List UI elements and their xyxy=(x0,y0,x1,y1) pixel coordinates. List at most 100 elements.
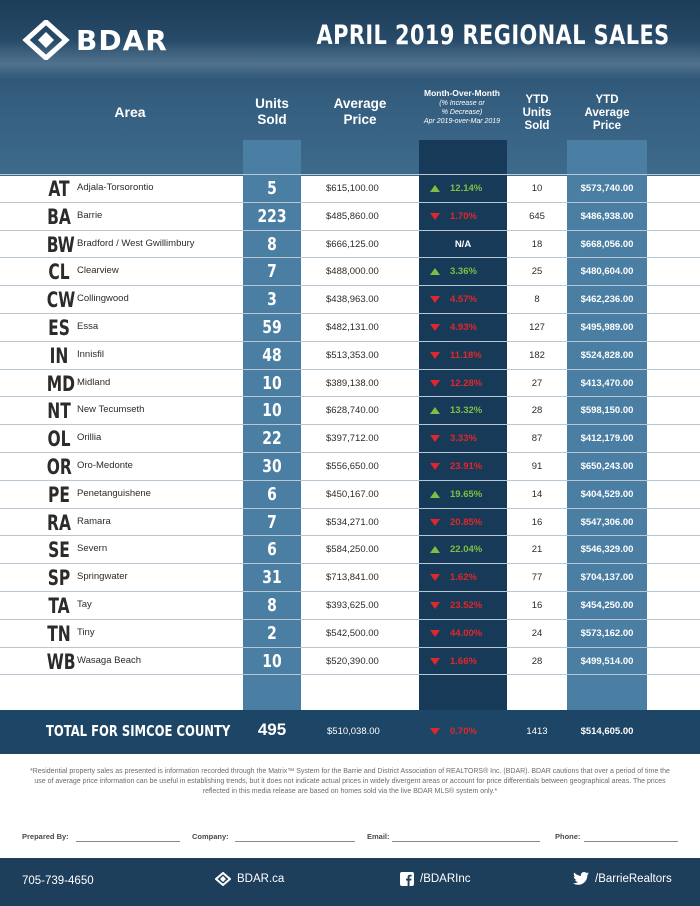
col-header-units-line2: Sold xyxy=(257,112,287,127)
totals-average-price: $510,038.00 xyxy=(327,726,380,737)
units-sold: 6 xyxy=(267,539,277,561)
units-sold: 10 xyxy=(262,400,282,422)
down-arrow-icon xyxy=(430,518,440,526)
phone-field[interactable] xyxy=(584,841,678,842)
row-divider xyxy=(0,285,700,287)
units-sold: 2 xyxy=(267,622,277,644)
month-over-month-cell: N/A xyxy=(419,231,507,258)
row-divider xyxy=(0,452,700,453)
area-code: TA xyxy=(48,594,70,618)
table-row: OR Oro-Medonte 30 $556,650.00 23.91% 91 $650,2… xyxy=(0,453,700,480)
row-divider xyxy=(0,563,700,565)
email-field[interactable] xyxy=(392,841,540,842)
col-header-ytd-average-price: YTD Average Price xyxy=(567,94,647,133)
footer-facebook[interactable]: /BDARInc xyxy=(400,872,471,886)
row-divider xyxy=(0,424,700,426)
units-sold: 8 xyxy=(267,595,277,616)
month-over-month-cell: 3.33% xyxy=(419,425,507,452)
month-over-month-change: 4.57% xyxy=(450,294,477,306)
month-over-month-cell: 23.91% xyxy=(419,453,507,480)
area-name: Tiny xyxy=(77,626,95,638)
footer-twitter[interactable]: /BarrieRealtors xyxy=(573,872,672,885)
area-code: TN xyxy=(47,621,71,646)
area-code: BA xyxy=(47,204,71,229)
average-price: $488,000.00 xyxy=(326,266,379,278)
average-price: $482,131.00 xyxy=(326,322,379,333)
ytd-average-price: $547,306.00 xyxy=(580,516,634,528)
twitter-icon xyxy=(573,872,589,885)
average-price: $485,860.00 xyxy=(326,210,379,222)
area-code: SE xyxy=(48,538,70,563)
month-over-month-change: 1.70% xyxy=(450,210,477,222)
ytd-average-price: $524,828.00 xyxy=(580,349,634,361)
company-label: Company: xyxy=(192,832,229,841)
month-over-month-change: 4.93% xyxy=(450,322,477,333)
average-price: $450,167.00 xyxy=(326,488,379,500)
down-arrow-icon xyxy=(430,324,440,331)
ytd-average-price: $486,938.00 xyxy=(580,210,634,222)
table-row: IN Innisfil 48 $513,353.00 11.18% 182 $524,828… xyxy=(0,342,700,369)
table-row: WB Wasaga Beach 10 $520,390.00 1.66% 28 $499,5… xyxy=(0,648,700,675)
month-over-month-cell: 3.36% xyxy=(419,258,507,285)
area-name: Orillia xyxy=(77,432,102,444)
down-arrow-icon xyxy=(430,602,440,609)
units-sold: 30 xyxy=(262,456,282,477)
month-over-month-change: 44.00% xyxy=(450,627,483,639)
average-price: $393,625.00 xyxy=(326,600,379,611)
down-arrow-icon xyxy=(430,379,440,387)
table-row: TA Tay 8 $393,625.00 23.52% 16 $454,250.00 xyxy=(0,592,700,619)
disclaimer-text: *Residential property sales as presented… xyxy=(30,768,670,795)
col-header-units-line1: Units xyxy=(255,96,289,111)
footer-website[interactable]: BDAR.ca xyxy=(215,872,284,886)
table-row: BA Barrie 223 $485,860.00 1.70% 645 $486,938.0… xyxy=(0,203,700,230)
month-over-month-cell: 19.65% xyxy=(419,481,507,508)
footer-facebook-text: /BDARInc xyxy=(420,873,471,885)
area-code: IN xyxy=(49,343,69,368)
month-over-month-change: 13.32% xyxy=(450,405,483,417)
average-price: $556,650.00 xyxy=(326,461,379,472)
area-code: MD xyxy=(46,371,75,396)
row-divider xyxy=(0,257,700,259)
month-over-month-cell: 23.52% xyxy=(419,592,507,619)
col-header-area: Area xyxy=(114,104,146,120)
average-price: $615,100.00 xyxy=(326,183,379,194)
footer: 705-739-4650 BDAR.ca /BDARInc /BarrieRea… xyxy=(0,858,700,906)
area-code: ES xyxy=(48,316,70,340)
area-code: OL xyxy=(47,427,71,452)
month-over-month-change: 12.14% xyxy=(450,183,483,194)
brand-name: BDAR xyxy=(76,23,168,57)
col-header-mom-sub3: Apr 2019-over-Mar 2019 xyxy=(423,118,501,125)
table-row: AT Adjala-Torsorontio 5 $615,100.00 12.14% 10… xyxy=(0,175,700,202)
ytd-average-price: $413,470.00 xyxy=(580,377,634,389)
ytd-average-price: $499,514.00 xyxy=(580,655,634,667)
area-name: Severn xyxy=(77,543,108,555)
month-over-month-cell: 20.85% xyxy=(419,509,507,536)
col-header-mom-sub1: (% Increase or xyxy=(439,100,485,107)
prepared-by-field[interactable] xyxy=(76,841,180,842)
units-sold: 10 xyxy=(262,372,282,394)
month-over-month-change: 3.33% xyxy=(450,433,477,445)
area-name: Innisfil xyxy=(77,348,104,360)
col-header-ytdu-line1: YTD xyxy=(525,94,549,106)
col-header-average-price: Average Price xyxy=(310,96,410,128)
ytd-units-sold: 14 xyxy=(531,488,543,500)
table-row: NT New Tecumseth 10 $628,740.00 13.32% 28 $598… xyxy=(0,397,700,424)
footer-phone[interactable]: 705-739-4650 xyxy=(22,875,94,887)
facebook-icon xyxy=(400,872,414,886)
table-row: CL Clearview 7 $488,000.00 3.36% 25 $480,604.0… xyxy=(0,258,700,285)
col-header-avg-line2: Price xyxy=(343,112,377,127)
table-row: PE Penetanguishene 6 $450,167.00 19.65% 14 $40… xyxy=(0,481,700,508)
row-divider xyxy=(0,229,700,231)
table-row: TN Tiny 2 $542,500.00 44.00% 24 $573,162.00 xyxy=(0,620,700,647)
row-divider xyxy=(0,591,700,592)
area-code: BW xyxy=(46,232,75,257)
area-name: Bradford / West Gwillimbury xyxy=(77,237,195,249)
month-over-month-change: 22.04% xyxy=(450,544,483,556)
up-arrow-icon xyxy=(430,185,440,192)
average-price: $713,841.00 xyxy=(326,572,379,584)
ytd-average-price: $573,162.00 xyxy=(580,627,634,639)
row-divider xyxy=(0,479,700,481)
company-field[interactable] xyxy=(235,841,355,842)
ytd-units-sold: 16 xyxy=(531,600,543,611)
